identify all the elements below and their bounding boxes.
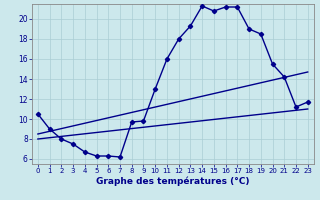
X-axis label: Graphe des températures (°C): Graphe des températures (°C) <box>96 177 250 186</box>
